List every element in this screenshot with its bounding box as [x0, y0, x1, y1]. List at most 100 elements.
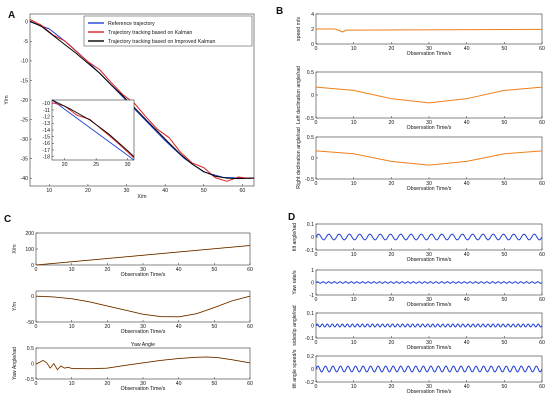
y-tick-label: -40	[21, 176, 29, 182]
axes-frame	[315, 136, 543, 180]
y-tick-label: -16	[43, 141, 51, 147]
x-tick-label: 50	[211, 267, 217, 273]
y-axis-label: Y/m	[12, 302, 18, 311]
x-tick-label: 25	[93, 162, 99, 168]
x-tick-label: 30	[426, 181, 432, 187]
x-tick-label: 0	[35, 324, 38, 330]
y-tick-label: -10	[21, 59, 29, 65]
x-tick-label: 40	[464, 340, 470, 346]
series-line	[315, 233, 543, 241]
x-tick-label: 60	[247, 381, 253, 387]
y-tick-label: 0	[311, 42, 314, 48]
y-axis-label: sideslip angle/rad	[292, 305, 298, 345]
x-tick-label: 20	[388, 181, 394, 187]
x-tick-label: 10	[351, 120, 357, 126]
x-tick-label: 0	[315, 120, 318, 126]
axes-frame	[315, 13, 543, 45]
y-tick-label: 0	[311, 323, 314, 329]
x-tick-label: 30	[125, 162, 131, 168]
y-tick-label: 0	[31, 361, 34, 367]
x-axis-label: Observation Time/s	[121, 329, 166, 335]
x-tick-label: 30	[426, 252, 432, 258]
x-tick-label: 30	[140, 267, 146, 273]
x-tick-label: 50	[201, 188, 207, 194]
plot-area: 10 20 30 40 50 600-5-10-15-20-25-30-35-40X/mY…	[4, 12, 545, 395]
x-tick-label: 60	[247, 267, 253, 273]
x-tick-label: 50	[501, 384, 507, 390]
x-tick-label: 10	[351, 252, 357, 258]
series-line	[315, 323, 543, 328]
y-tick-label: -14	[43, 128, 51, 134]
y-tick-label: 0.1	[307, 222, 314, 228]
x-tick-label: 20	[104, 324, 110, 330]
y-axis-label: X/m	[12, 244, 18, 253]
y-tick-label: 4	[311, 12, 314, 18]
x-tick-label: 0	[315, 252, 318, 258]
series-line	[35, 245, 251, 266]
x-tick-label: 20	[388, 340, 394, 346]
y-tick-label: -15	[21, 78, 29, 84]
x-tick-label: 10	[69, 267, 75, 273]
y-axis-label: tilt angle/rad	[292, 223, 298, 251]
y-tick-label: 2	[311, 27, 314, 33]
y-tick-label: 0	[31, 294, 34, 300]
x-axis-label: Observation Time/s	[407, 51, 452, 57]
x-tick-label: 40	[464, 181, 470, 187]
y-tick-label: -15	[43, 134, 51, 140]
x-tick-label: 10	[69, 324, 75, 330]
y-tick-label: -17	[43, 148, 51, 154]
y-tick-label: -10	[43, 101, 51, 107]
y-tick-label: -5	[23, 39, 28, 45]
x-tick-label: 50	[501, 340, 507, 346]
x-tick-label: 30	[426, 297, 432, 303]
x-tick-label: 60	[240, 188, 246, 194]
y-tick-label: 0.5	[307, 70, 314, 76]
y-tick-label: -1	[309, 293, 314, 299]
series-line	[315, 365, 543, 373]
x-axis-label: Observation Time/s	[407, 302, 452, 308]
x-tick-label: 30	[140, 324, 146, 330]
legend-entry: Trajectory tracking based on Kalman	[108, 30, 192, 36]
x-tick-label: 0	[315, 46, 318, 52]
panel-label-c: C	[4, 214, 11, 225]
x-axis-label: Observation Time/s	[407, 389, 452, 395]
x-tick-label: 20	[388, 384, 394, 390]
x-tick-label: 60	[539, 252, 545, 258]
x-tick-label: 20	[85, 188, 91, 194]
axes-frame	[35, 290, 251, 323]
y-axis-label: speed m/s	[296, 17, 302, 41]
x-tick-label: 0	[315, 340, 318, 346]
x-tick-label: 40	[464, 46, 470, 52]
y-tick-label: 0	[31, 263, 34, 269]
y-tick-label: -50	[27, 320, 35, 326]
x-tick-label: 60	[539, 340, 545, 346]
axes-frame	[35, 347, 251, 380]
y-axis-label: Y/m	[4, 95, 10, 104]
x-tick-label: 20	[388, 120, 394, 126]
y-tick-label: -18	[43, 154, 51, 160]
x-tick-label: 40	[464, 252, 470, 258]
y-tick-label: 0	[311, 367, 314, 373]
y-tick-label: 0	[311, 235, 314, 241]
x-tick-label: 50	[501, 120, 507, 126]
y-tick-label: 0.5	[27, 346, 34, 352]
x-tick-label: 20	[388, 46, 394, 52]
panel-label-b: B	[276, 6, 283, 17]
axes-title: Yaw Angle	[131, 342, 155, 348]
x-tick-label: 20	[104, 381, 110, 387]
x-tick-label: 30	[426, 384, 432, 390]
y-tick-label: -12	[43, 114, 51, 120]
y-tick-label: -0.5	[305, 116, 314, 122]
x-tick-label: 60	[539, 120, 545, 126]
y-tick-label: 200	[25, 231, 34, 237]
legend-entry: Trajectory tracking based on Improved Ka…	[108, 39, 215, 45]
axes-frame	[35, 232, 251, 266]
series-line	[315, 86, 543, 104]
x-axis-label: X/m	[137, 194, 146, 200]
